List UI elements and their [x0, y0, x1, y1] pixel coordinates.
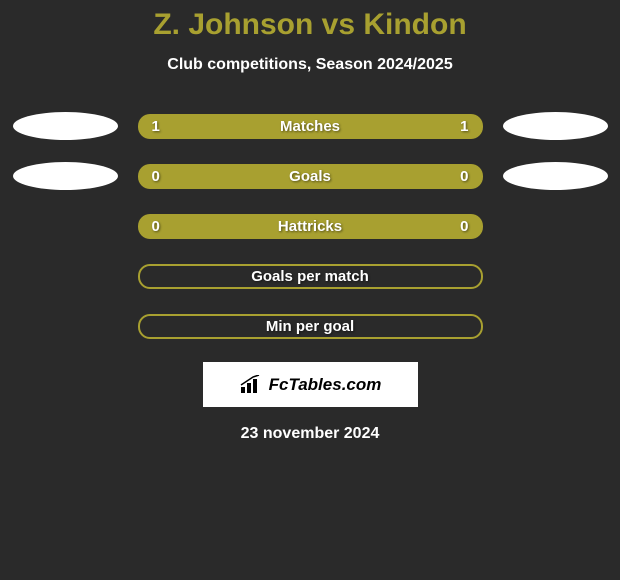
stat-row-min-per-goal: Min per goal — [0, 312, 620, 340]
stat-row-goals: 0 Goals 0 — [0, 162, 620, 190]
stat-bar: 0 Goals 0 — [138, 164, 483, 189]
logo-text: FcTables.com — [269, 375, 382, 395]
subtitle: Club competitions, Season 2024/2025 — [0, 56, 620, 74]
stat-label: Goals per match — [251, 268, 369, 285]
spacer — [503, 212, 608, 240]
stat-row-goals-per-match: Goals per match — [0, 262, 620, 290]
stat-value-right: 0 — [460, 168, 468, 185]
stat-bar: 1 Matches 1 — [138, 114, 483, 139]
stat-bar: 0 Hattricks 0 — [138, 214, 483, 239]
spacer — [503, 312, 608, 340]
stat-value-left: 0 — [152, 168, 160, 185]
stat-label: Goals — [289, 168, 331, 185]
stat-row-matches: 1 Matches 1 — [0, 112, 620, 140]
stat-value-left: 0 — [152, 218, 160, 235]
spacer — [13, 262, 118, 290]
logo-box: FcTables.com — [203, 362, 418, 407]
player-right-marker — [503, 112, 608, 140]
stat-label: Matches — [280, 118, 340, 135]
player-right-marker — [503, 162, 608, 190]
chart-icon — [239, 375, 263, 395]
stat-value-right: 0 — [460, 218, 468, 235]
spacer — [503, 262, 608, 290]
spacer — [13, 312, 118, 340]
page-title: Z. Johnson vs Kindon — [0, 8, 620, 42]
stat-row-hattricks: 0 Hattricks 0 — [0, 212, 620, 240]
stat-label: Hattricks — [278, 218, 342, 235]
date-label: 23 november 2024 — [0, 425, 620, 443]
stat-value-right: 1 — [460, 118, 468, 135]
stat-bar: Goals per match — [138, 264, 483, 289]
comparison-infographic: Z. Johnson vs Kindon Club competitions, … — [0, 0, 620, 443]
stat-label: Min per goal — [266, 318, 354, 335]
spacer — [13, 212, 118, 240]
player-left-marker — [13, 112, 118, 140]
stat-bar: Min per goal — [138, 314, 483, 339]
player-left-marker — [13, 162, 118, 190]
stat-value-left: 1 — [152, 118, 160, 135]
